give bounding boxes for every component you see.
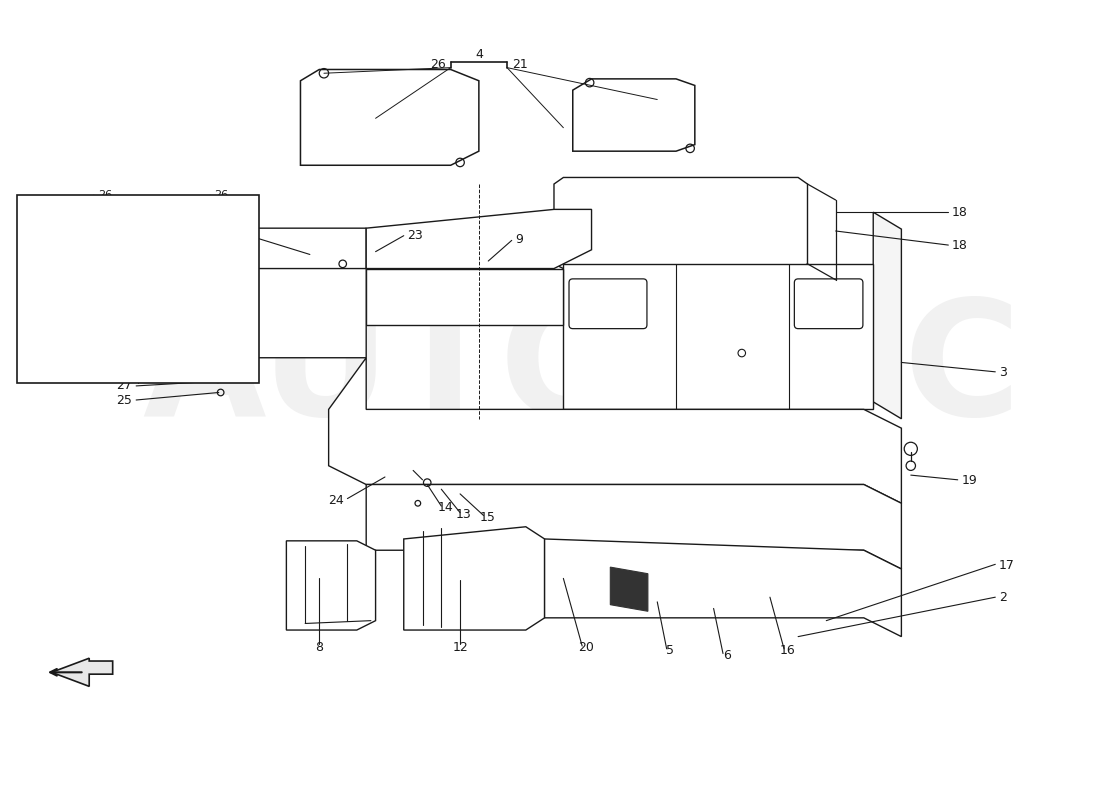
Text: 18: 18 xyxy=(953,238,968,251)
Text: 27: 27 xyxy=(214,266,229,276)
FancyBboxPatch shape xyxy=(16,195,260,383)
Text: AUTODOC: AUTODOC xyxy=(143,294,1022,450)
Polygon shape xyxy=(366,485,901,569)
Text: 4: 4 xyxy=(475,48,483,61)
Text: 21: 21 xyxy=(512,58,528,71)
Text: 8: 8 xyxy=(316,642,323,654)
Text: 16: 16 xyxy=(780,644,795,658)
Polygon shape xyxy=(300,70,478,166)
Text: 3: 3 xyxy=(999,366,1007,379)
Text: 27: 27 xyxy=(117,379,132,393)
FancyBboxPatch shape xyxy=(794,279,862,329)
Polygon shape xyxy=(147,212,228,264)
Text: 2: 2 xyxy=(999,590,1007,604)
Polygon shape xyxy=(30,212,112,264)
Polygon shape xyxy=(329,358,901,503)
Text: 6: 6 xyxy=(723,649,730,662)
Text: 26: 26 xyxy=(214,190,228,200)
Text: 25: 25 xyxy=(117,394,132,406)
Text: 20: 20 xyxy=(578,642,594,654)
Text: 9: 9 xyxy=(516,233,524,246)
Polygon shape xyxy=(610,567,648,611)
Text: 5: 5 xyxy=(667,644,674,658)
Text: 17: 17 xyxy=(999,558,1015,572)
Polygon shape xyxy=(554,178,807,269)
Polygon shape xyxy=(286,541,375,630)
Text: 23: 23 xyxy=(407,229,424,242)
Polygon shape xyxy=(573,79,695,151)
Polygon shape xyxy=(873,212,901,418)
Text: 14: 14 xyxy=(437,502,453,514)
Polygon shape xyxy=(366,269,563,325)
Text: 25: 25 xyxy=(214,282,228,291)
Polygon shape xyxy=(52,658,112,686)
Text: 26: 26 xyxy=(430,58,446,71)
Text: 13: 13 xyxy=(456,508,472,521)
Polygon shape xyxy=(404,526,544,630)
Polygon shape xyxy=(183,228,366,281)
Text: 19: 19 xyxy=(961,474,977,487)
Text: 12: 12 xyxy=(452,642,468,654)
FancyBboxPatch shape xyxy=(569,279,647,329)
Polygon shape xyxy=(563,264,873,410)
Polygon shape xyxy=(544,539,901,637)
Text: A.N. <5043412: A.N. <5043412 xyxy=(33,373,122,382)
Text: 27: 27 xyxy=(98,270,112,280)
Text: a passion for driving since 1985: a passion for driving since 1985 xyxy=(376,484,732,504)
Text: 22: 22 xyxy=(239,232,254,245)
Polygon shape xyxy=(160,254,366,372)
Text: A.N. >5043413: A.N. >5043413 xyxy=(154,373,243,382)
Text: 7: 7 xyxy=(124,282,132,296)
Text: 24: 24 xyxy=(328,494,343,507)
Text: 18: 18 xyxy=(953,206,968,218)
Text: 26: 26 xyxy=(98,190,112,200)
Text: 10: 10 xyxy=(117,262,132,275)
Text: 1: 1 xyxy=(124,335,132,348)
Text: 15: 15 xyxy=(480,511,495,524)
Text: 11: 11 xyxy=(117,302,132,315)
Polygon shape xyxy=(366,210,592,269)
